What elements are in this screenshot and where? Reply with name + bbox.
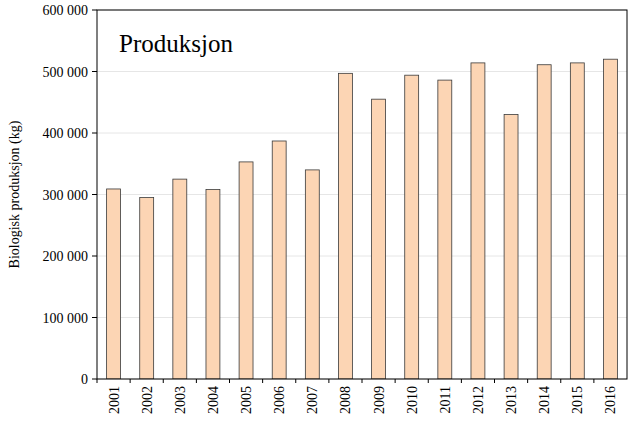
y-tick xyxy=(92,256,97,257)
bar xyxy=(438,80,452,379)
x-tick xyxy=(527,379,528,383)
x-tick-label: 2001 xyxy=(107,386,122,414)
y-tick xyxy=(92,379,97,380)
chart: 0 100 000 200 000 300 000 400 000 500 000 600 … xyxy=(0,0,632,428)
x-tick xyxy=(196,379,197,383)
x-tick xyxy=(593,379,594,383)
y-tick-label: 300 000 xyxy=(43,188,89,203)
bar xyxy=(305,170,319,379)
x-tick xyxy=(560,379,561,383)
y-tick-label: 0 xyxy=(81,372,88,387)
x-tick-label: 2006 xyxy=(272,386,287,414)
bar xyxy=(405,75,419,379)
bars xyxy=(107,59,618,379)
y-tick-label: 600 000 xyxy=(43,3,89,18)
bar xyxy=(173,179,187,379)
bar xyxy=(504,115,518,379)
y-tick xyxy=(92,133,97,134)
bar xyxy=(338,73,352,379)
y-tick-label: 100 000 xyxy=(43,311,89,326)
bar xyxy=(570,63,584,379)
bar xyxy=(239,162,253,379)
x-tick xyxy=(295,379,296,383)
x-tick-label: 2010 xyxy=(405,386,420,414)
x-tick xyxy=(395,379,396,383)
x-tick xyxy=(328,379,329,383)
x-tick-label: 2005 xyxy=(239,386,254,414)
x-tick-label: 2015 xyxy=(570,386,585,414)
x-tick-label: 2013 xyxy=(504,386,519,414)
x-tick xyxy=(130,379,131,383)
bar xyxy=(603,59,617,379)
y-tick-label: 400 000 xyxy=(43,126,89,141)
x-tick-label: 2008 xyxy=(338,386,353,414)
y-tick xyxy=(92,71,97,72)
bar xyxy=(206,190,220,379)
x-tick-label: 2011 xyxy=(438,386,453,413)
x-tick-label: 2014 xyxy=(537,386,552,414)
x-tick-label: 2004 xyxy=(206,386,221,414)
x-tick xyxy=(494,379,495,383)
plot-frame xyxy=(97,10,627,379)
bar xyxy=(537,65,551,379)
y-tick xyxy=(92,194,97,195)
y-tick xyxy=(92,10,97,11)
bar xyxy=(372,99,386,379)
y-axis-label: Biologisk produksjon (kg) xyxy=(7,120,23,268)
y-tick xyxy=(92,317,97,318)
x-tick xyxy=(262,379,263,383)
x-tick-label: 2009 xyxy=(372,386,387,414)
y-tick-label: 500 000 xyxy=(43,65,89,80)
x-tick xyxy=(428,379,429,383)
x-tick xyxy=(97,379,98,383)
x-tick xyxy=(229,379,230,383)
bar xyxy=(107,189,121,379)
title: Produksjon xyxy=(119,30,233,57)
x-tick xyxy=(163,379,164,383)
x-tick-label: 2012 xyxy=(471,386,486,414)
x-tick-label: 2007 xyxy=(305,386,320,414)
x-tick xyxy=(461,379,462,383)
x-tick-label: 2016 xyxy=(603,386,618,414)
y-tick-label: 200 000 xyxy=(43,249,89,264)
x-tick-label: 2003 xyxy=(173,386,188,414)
bar xyxy=(272,141,286,379)
x-tick-label: 2002 xyxy=(140,386,155,414)
bar xyxy=(140,198,154,379)
x-tick xyxy=(362,379,363,383)
bar xyxy=(471,63,485,379)
